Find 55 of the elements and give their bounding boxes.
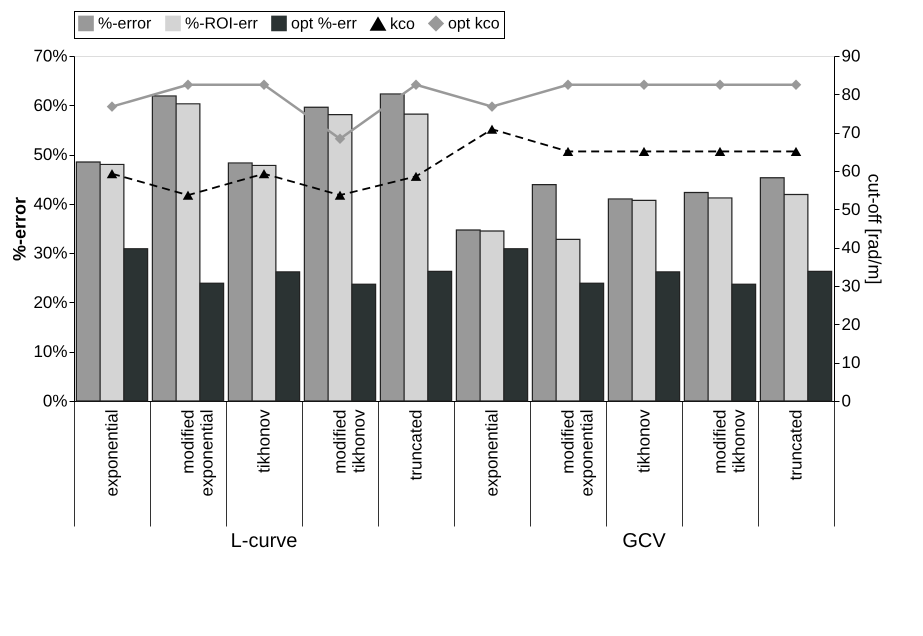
- point: [106, 101, 118, 112]
- y-tick-label: 50%: [33, 145, 68, 164]
- legend-label: opt kco: [448, 15, 500, 32]
- text: GCV: [622, 530, 666, 552]
- point: [410, 172, 422, 181]
- x-tick-label: truncated: [786, 410, 806, 480]
- point: [790, 146, 802, 156]
- y2-tick-label: 40: [842, 238, 860, 258]
- y2-tick-label: 50: [842, 200, 860, 219]
- point: [258, 169, 270, 178]
- y2-axis-title: cut-off [rad/m]: [864, 174, 884, 284]
- point: [562, 80, 574, 90]
- y-tick-label: 30%: [33, 244, 68, 263]
- x-tick-label: exponential: [482, 410, 502, 496]
- point: [106, 169, 118, 178]
- y-tick-label: 20%: [33, 292, 68, 312]
- y2-tick-label: 30: [842, 276, 860, 296]
- point: [562, 146, 574, 156]
- y-tick-label: 10%: [33, 342, 68, 362]
- y2-tick-label: 20: [842, 314, 860, 334]
- legend-label: %-ROI-err: [185, 15, 259, 32]
- legend-label: %-error: [98, 15, 152, 32]
- y2-tick-label: 0: [842, 392, 851, 410]
- point: [714, 146, 726, 156]
- point: [638, 146, 650, 156]
- y2-tick-label: 80: [842, 84, 860, 104]
- point: [258, 80, 270, 90]
- point: [334, 134, 346, 144]
- x-tick-label: modified tikhonov: [710, 409, 748, 474]
- y-tick-label: 60%: [33, 96, 68, 115]
- y-tick-label: 0%: [42, 392, 68, 410]
- x-tick-label: truncated: [406, 410, 426, 480]
- point: [790, 80, 802, 90]
- y2-tick-label: 10: [842, 353, 860, 372]
- y2-tick-label: 70: [842, 123, 860, 142]
- point: [638, 80, 650, 90]
- point: [182, 190, 194, 200]
- y2-tick-label: 60: [842, 162, 860, 180]
- point: [486, 124, 498, 134]
- y2-tick-label: 90: [842, 46, 860, 66]
- y-axis-title: %-error: [9, 196, 30, 262]
- x-tick-label: exponential: [102, 410, 122, 496]
- text: L-curve: [230, 530, 298, 552]
- point: [486, 101, 498, 112]
- point: [410, 80, 422, 90]
- legend-label: opt %-err: [291, 15, 358, 32]
- x-tick-label: tikhonov: [634, 409, 654, 473]
- point: [714, 80, 726, 90]
- point: [334, 190, 346, 200]
- y-tick-label: 40%: [33, 194, 68, 214]
- y-tick-label: 70%: [33, 46, 68, 66]
- point: [182, 80, 194, 90]
- legend-label: kco: [390, 16, 415, 33]
- x-tick-label: tikhonov: [254, 409, 274, 473]
- x-tick-label: modified tikhonov: [330, 409, 368, 474]
